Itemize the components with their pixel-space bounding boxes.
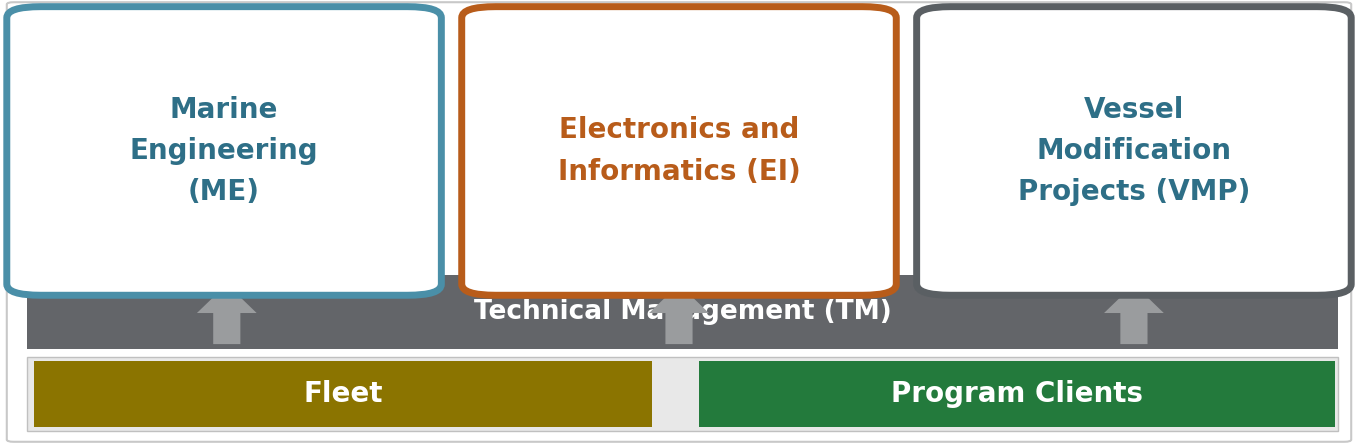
Polygon shape bbox=[197, 284, 257, 344]
FancyBboxPatch shape bbox=[27, 275, 1338, 349]
Text: Electronics and
Informatics (EI): Electronics and Informatics (EI) bbox=[558, 116, 800, 186]
Text: Marine
Engineering
(ME): Marine Engineering (ME) bbox=[130, 96, 318, 206]
FancyBboxPatch shape bbox=[699, 361, 1335, 427]
Text: Vessel
Modification
Projects (VMP): Vessel Modification Projects (VMP) bbox=[1017, 96, 1251, 206]
Polygon shape bbox=[1104, 284, 1164, 344]
Text: Fleet: Fleet bbox=[303, 380, 383, 408]
FancyBboxPatch shape bbox=[7, 7, 441, 295]
Text: Program Clients: Program Clients bbox=[891, 380, 1143, 408]
FancyBboxPatch shape bbox=[27, 357, 1338, 431]
FancyBboxPatch shape bbox=[34, 361, 652, 427]
FancyBboxPatch shape bbox=[462, 7, 896, 295]
FancyBboxPatch shape bbox=[917, 7, 1351, 295]
Polygon shape bbox=[649, 284, 709, 344]
Text: Technical Management (TM): Technical Management (TM) bbox=[474, 299, 891, 325]
